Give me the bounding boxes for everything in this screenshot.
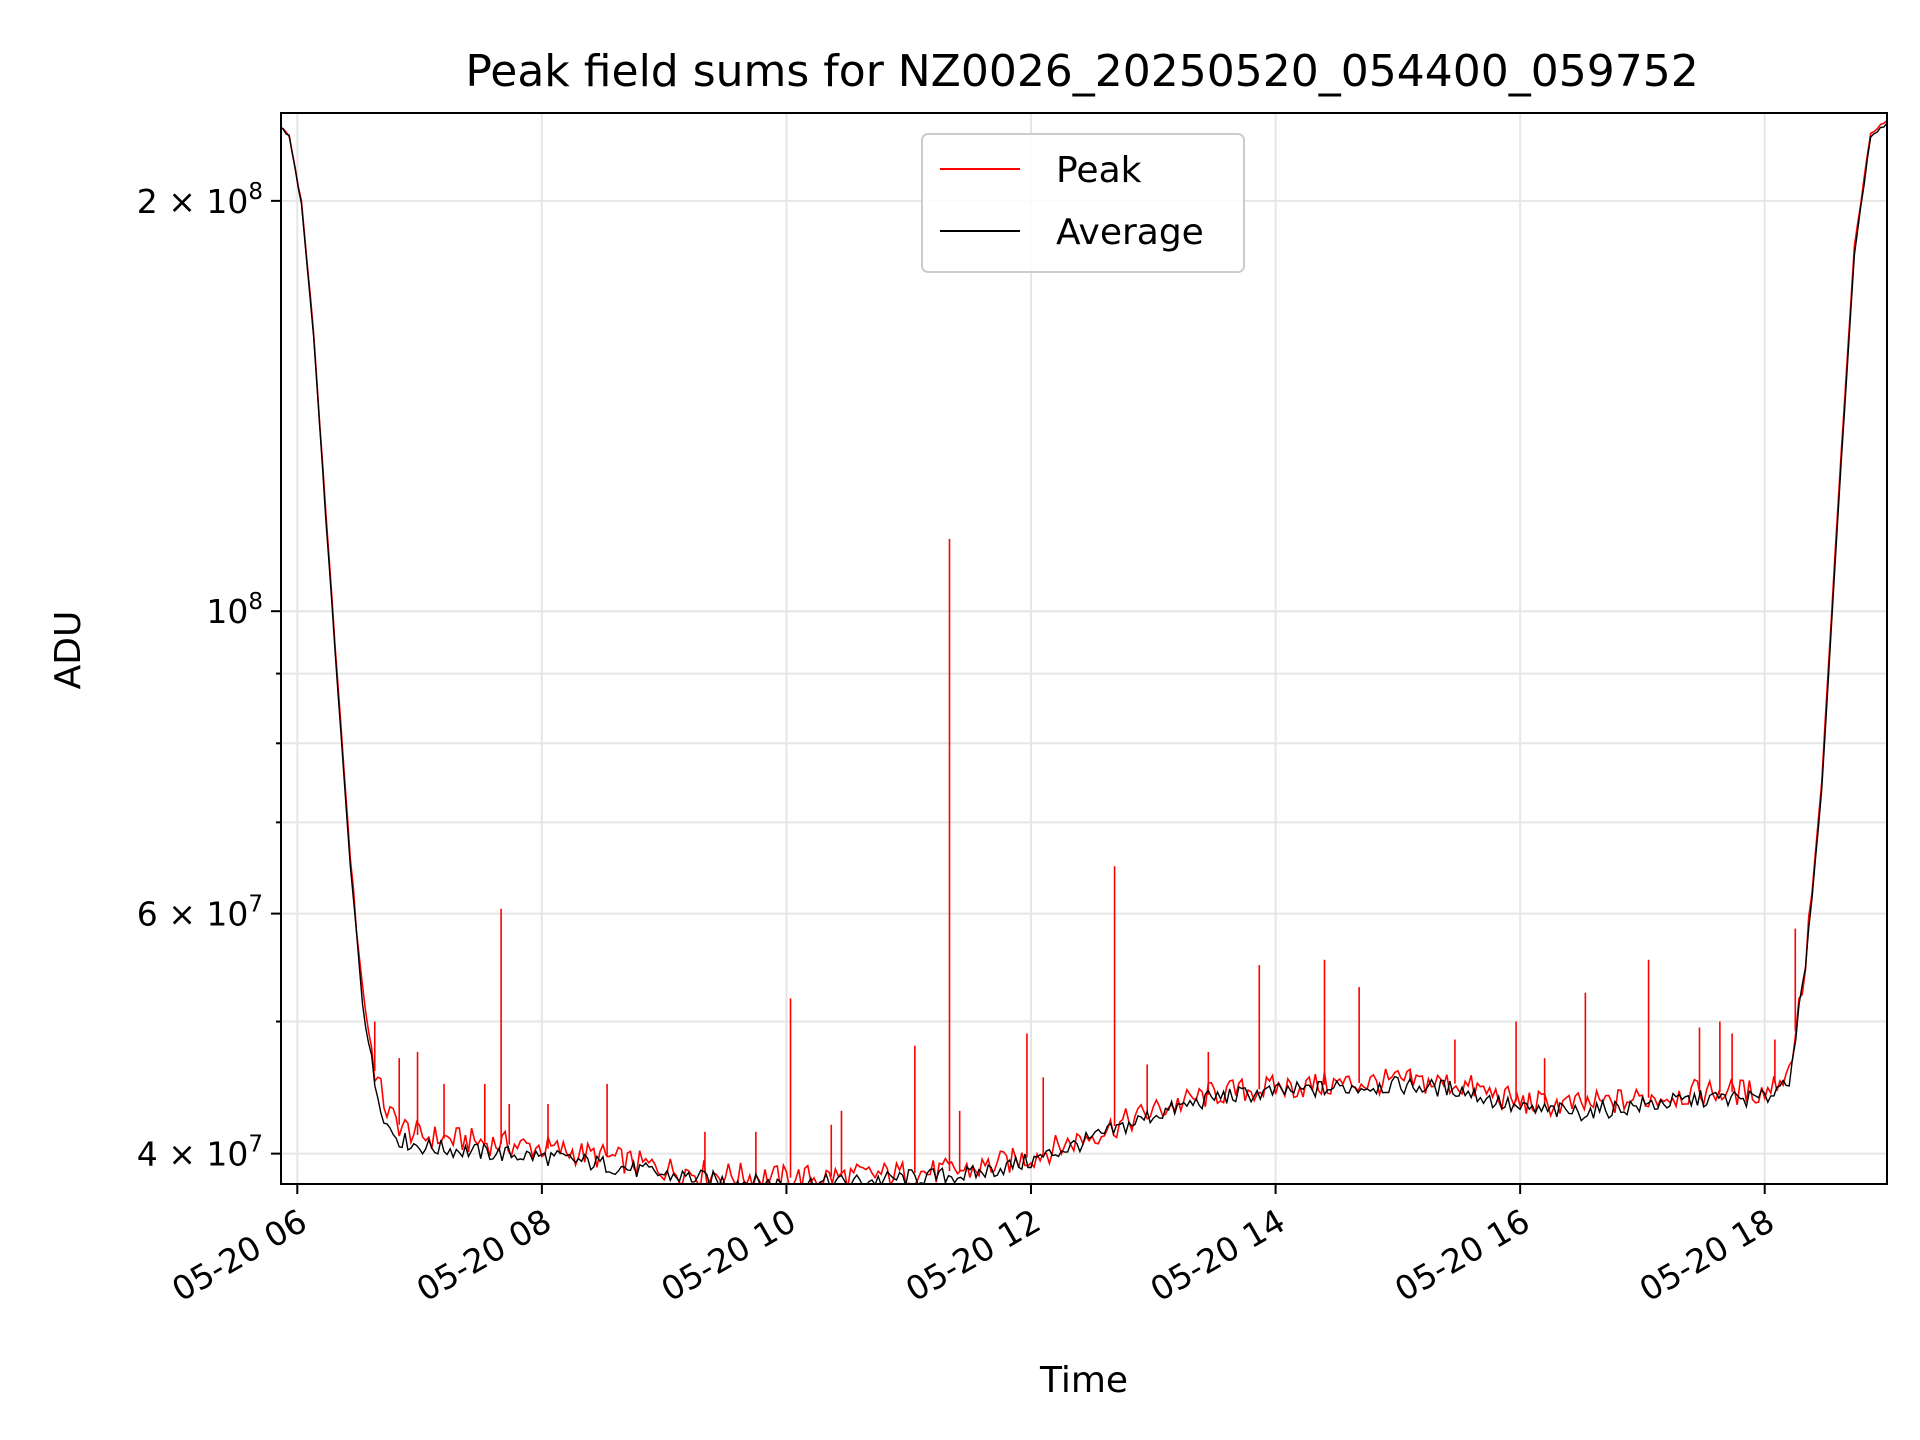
average-series-line <box>281 122 1887 1184</box>
chart-title: Peak field sums for NZ0026_20250520_0544… <box>465 46 1698 97</box>
y-tick-label: 4 × 107 <box>137 1132 263 1174</box>
legend-peak-label: Peak <box>1056 150 1142 191</box>
legend: Peak Average <box>921 133 1245 273</box>
y-axis-label: ADU <box>48 611 89 690</box>
plot-frame <box>280 112 1888 1185</box>
legend-average-label: Average <box>1056 212 1204 253</box>
x-axis-label: Time <box>1039 1360 1128 1401</box>
y-tick-label: 2 × 108 <box>137 179 263 221</box>
y-tick-label: 6 × 107 <box>137 892 263 934</box>
series-layer <box>281 120 1887 1184</box>
